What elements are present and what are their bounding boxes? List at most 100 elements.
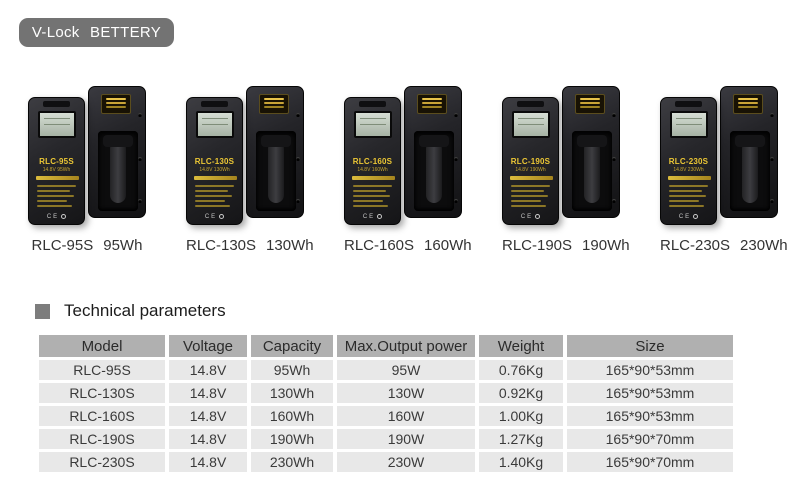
product-rlc-95s: RLC-95S 14.8V 95Wh CE <box>28 86 146 228</box>
v-mount-plate <box>572 131 612 211</box>
col-header-voltage: Voltage <box>169 335 247 357</box>
col-header-model: Model <box>39 335 165 357</box>
brand-sticker <box>575 94 605 114</box>
spec-text-lines <box>353 185 394 210</box>
screw-icon <box>296 199 300 203</box>
caption-model: RLC-95S <box>31 237 94 254</box>
cell-model: RLC-190S <box>39 429 165 449</box>
ce-mark: CE <box>345 213 400 220</box>
screw-icon <box>138 157 142 161</box>
brand-sticker <box>101 94 131 114</box>
battery-model-label: RLC-95S <box>39 157 74 166</box>
caption-model: RLC-190S <box>502 237 573 254</box>
cell-capacity: 230Wh <box>251 452 333 472</box>
battery-front-view: RLC-190S 14.8V 190Wh CE <box>502 97 559 225</box>
v-mount-plate <box>730 131 770 211</box>
cell-max-output: 160W <box>337 406 475 426</box>
section-bullet-icon <box>35 303 50 319</box>
cell-size: 165*90*70mm <box>567 452 733 472</box>
section-title-text: Technical parameters <box>64 301 226 320</box>
battery-model-label: RLC-190S <box>510 157 551 166</box>
battery-back-view <box>404 86 462 218</box>
spec-text-lines <box>669 185 710 210</box>
screw-icon <box>770 199 774 203</box>
label-band <box>668 176 711 180</box>
label-band <box>352 176 395 180</box>
caption-capacity: 160Wh <box>424 237 472 254</box>
cert-ring-icon <box>61 213 67 219</box>
header-badge: V-Lock BETTERY <box>19 18 174 47</box>
cell-weight: 1.40Kg <box>479 452 563 472</box>
caption-capacity: 130Wh <box>266 237 314 254</box>
brand-sticker <box>733 94 763 114</box>
v-mount-plate <box>414 131 454 211</box>
cell-capacity: 160Wh <box>251 406 333 426</box>
screw-icon <box>454 199 458 203</box>
caption-model: RLC-230S <box>660 237 731 254</box>
caption-model: RLC-130S <box>186 237 257 254</box>
cell-weight: 0.76Kg <box>479 360 563 380</box>
screw-icon <box>612 199 616 203</box>
cell-max-output: 190W <box>337 429 475 449</box>
cell-model: RLC-95S <box>39 360 165 380</box>
screw-icon <box>296 157 300 161</box>
cell-size: 165*90*53mm <box>567 383 733 403</box>
screw-icon <box>770 113 774 117</box>
v-mount-plate <box>98 131 138 211</box>
battery-back-view <box>562 86 620 218</box>
product-caption: RLC-190S 190Wh <box>502 237 630 254</box>
cert-ring-icon <box>377 213 383 219</box>
ce-mark: CE <box>29 213 84 220</box>
cell-model: RLC-230S <box>39 452 165 472</box>
screw-icon <box>454 157 458 161</box>
ce-mark: CE <box>187 213 242 220</box>
battery-front-view: RLC-160S 14.8V 160Wh CE <box>344 97 401 225</box>
table-row: RLC-190S 14.8V 190Wh 190W 1.27Kg 165*90*… <box>39 429 733 449</box>
cell-max-output: 95W <box>337 360 475 380</box>
brand-sticker <box>259 94 289 114</box>
screw-icon <box>138 199 142 203</box>
cell-voltage: 14.8V <box>169 383 247 403</box>
product-captions: RLC-95S 95Wh RLC-130S 130Wh RLC-160S 160Wh … <box>28 237 788 254</box>
label-band <box>510 176 553 180</box>
caption-capacity: 95Wh <box>103 237 143 254</box>
cell-capacity: 95Wh <box>251 360 333 380</box>
caption-model: RLC-160S <box>344 237 415 254</box>
product-caption: RLC-95S 95Wh <box>28 237 146 254</box>
v-mount-ridge <box>735 135 765 203</box>
battery-sub-label: 14.8V 190Wh <box>515 167 546 173</box>
cell-voltage: 14.8V <box>169 452 247 472</box>
lcd-screen <box>38 111 76 138</box>
ce-mark: CE <box>661 213 716 220</box>
battery-front-view: RLC-95S 14.8V 95Wh CE <box>28 97 85 225</box>
cell-weight: 1.27Kg <box>479 429 563 449</box>
col-header-max-output: Max.Output power <box>337 335 475 357</box>
cell-voltage: 14.8V <box>169 429 247 449</box>
table-header-row: Model Voltage Capacity Max.Output power … <box>39 335 733 357</box>
cell-size: 165*90*53mm <box>567 360 733 380</box>
battery-back-view <box>246 86 304 218</box>
col-header-weight: Weight <box>479 335 563 357</box>
table-row: RLC-95S 14.8V 95Wh 95W 0.76Kg 165*90*53m… <box>39 360 733 380</box>
screw-icon <box>612 157 616 161</box>
cell-weight: 1.00Kg <box>479 406 563 426</box>
product-rlc-130s: RLC-130S 14.8V 130Wh CE <box>186 86 304 228</box>
battery-sub-label: 14.8V 95Wh <box>42 167 71 173</box>
v-mount-plate <box>256 131 296 211</box>
cert-ring-icon <box>535 213 541 219</box>
cell-model: RLC-160S <box>39 406 165 426</box>
ce-mark: CE <box>503 213 558 220</box>
section-header: Technical parameters <box>35 301 226 321</box>
cell-capacity: 190Wh <box>251 429 333 449</box>
v-mount-ridge <box>419 135 449 203</box>
battery-front-view: RLC-130S 14.8V 130Wh CE <box>186 97 243 225</box>
spec-text-lines <box>195 185 236 210</box>
cell-weight: 0.92Kg <box>479 383 563 403</box>
cert-ring-icon <box>693 213 699 219</box>
col-header-capacity: Capacity <box>251 335 333 357</box>
lcd-screen <box>512 111 550 138</box>
battery-front-view: RLC-230S 14.8V 230Wh CE <box>660 97 717 225</box>
product-caption: RLC-230S 230Wh <box>660 237 788 254</box>
lcd-screen <box>196 111 234 138</box>
